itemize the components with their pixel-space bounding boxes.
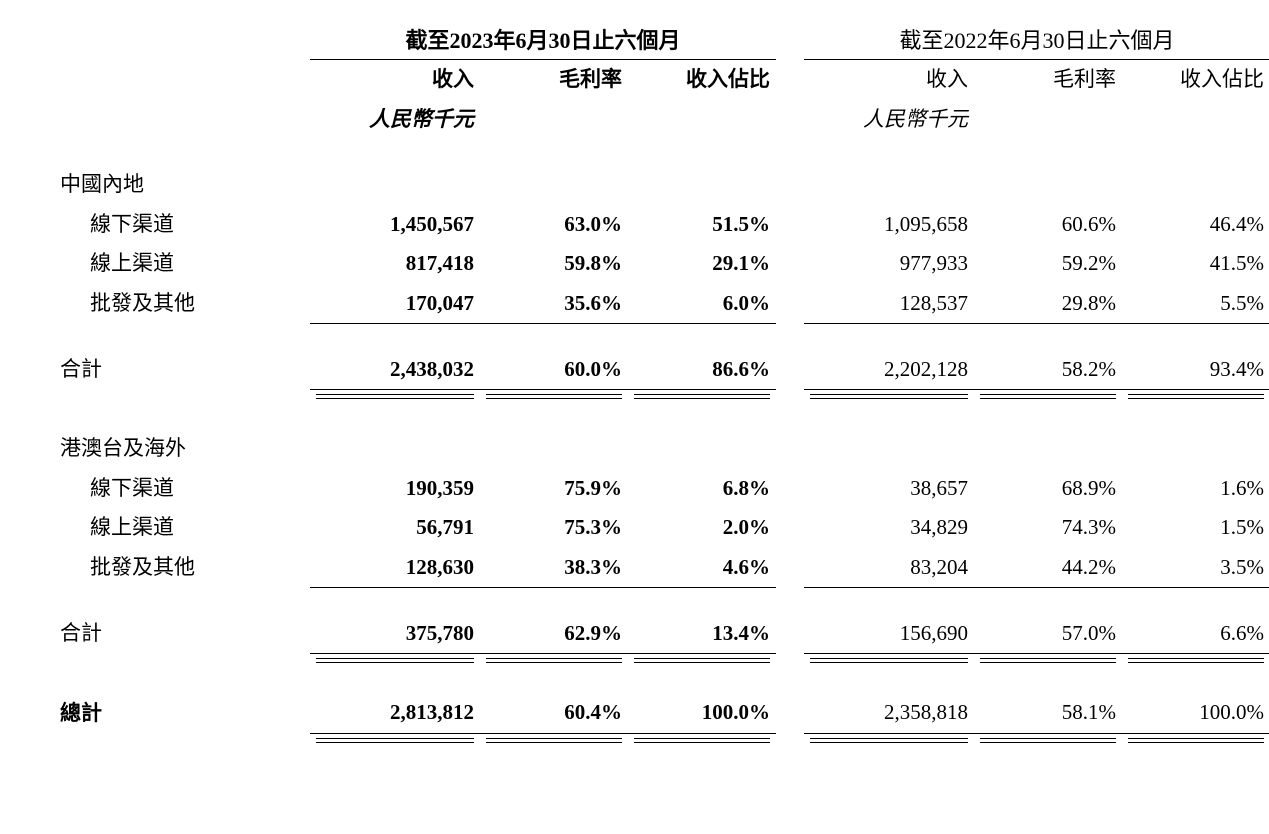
financial-table: 截至2023年6月30日止六個月 截至2022年6月30日止六個月 收入 毛利率… <box>40 20 1269 747</box>
cell: 46.4% <box>1122 205 1269 245</box>
cell: 38.3% <box>480 548 628 588</box>
cell: 2,358,818 <box>804 693 974 733</box>
col-rev-2022: 收入 <box>804 60 974 100</box>
period-header-row: 截至2023年6月30日止六個月 截至2022年6月30日止六個月 <box>40 20 1269 60</box>
col-gm-2023: 毛利率 <box>480 60 628 100</box>
cell: 60.4% <box>480 693 628 733</box>
cell: 74.3% <box>974 508 1122 548</box>
section-mainland-title: 中國內地 <box>40 165 1269 205</box>
cell: 100.0% <box>628 693 776 733</box>
col-pct-2023: 收入佔比 <box>628 60 776 100</box>
cell: 1.6% <box>1122 469 1269 509</box>
cell: 59.2% <box>974 244 1122 284</box>
double-rule <box>40 733 1269 747</box>
section-overseas-title: 港澳台及海外 <box>40 429 1269 469</box>
label: 合計 <box>40 350 310 390</box>
cell: 75.3% <box>480 508 628 548</box>
cell: 817,418 <box>310 244 480 284</box>
row-mainland-offline: 線下渠道 1,450,567 63.0% 51.5% 1,095,658 60.… <box>40 205 1269 245</box>
cell: 170,047 <box>310 284 480 324</box>
cell: 156,690 <box>804 614 974 654</box>
period-2022-header: 截至2022年6月30日止六個月 <box>804 20 1269 60</box>
cell: 2,202,128 <box>804 350 974 390</box>
row-mainland-wholesale: 批發及其他 170,047 35.6% 6.0% 128,537 29.8% 5… <box>40 284 1269 324</box>
row-mainland-online: 線上渠道 817,418 59.8% 29.1% 977,933 59.2% 4… <box>40 244 1269 284</box>
cell: 58.2% <box>974 350 1122 390</box>
column-headers-row: 收入 毛利率 收入佔比 收入 毛利率 收入佔比 <box>40 60 1269 100</box>
cell: 60.6% <box>974 205 1122 245</box>
row-overseas-subtotal: 合計 375,780 62.9% 13.4% 156,690 57.0% 6.6… <box>40 614 1269 654</box>
cell: 63.0% <box>480 205 628 245</box>
cell: 57.0% <box>974 614 1122 654</box>
label: 線下渠道 <box>40 469 310 509</box>
cell: 68.9% <box>974 469 1122 509</box>
cell: 2.0% <box>628 508 776 548</box>
label: 線上渠道 <box>40 508 310 548</box>
period-2023-header: 截至2023年6月30日止六個月 <box>310 20 776 60</box>
row-mainland-subtotal: 合計 2,438,032 60.0% 86.6% 2,202,128 58.2%… <box>40 350 1269 390</box>
label: 線上渠道 <box>40 244 310 284</box>
cell: 6.6% <box>1122 614 1269 654</box>
row-overseas-wholesale: 批發及其他 128,630 38.3% 4.6% 83,204 44.2% 3.… <box>40 548 1269 588</box>
cell: 1,450,567 <box>310 205 480 245</box>
cell: 977,933 <box>804 244 974 284</box>
cell: 5.5% <box>1122 284 1269 324</box>
label: 批發及其他 <box>40 548 310 588</box>
cell: 51.5% <box>628 205 776 245</box>
cell: 1,095,658 <box>804 205 974 245</box>
cell: 2,438,032 <box>310 350 480 390</box>
cell: 41.5% <box>1122 244 1269 284</box>
cell: 38,657 <box>804 469 974 509</box>
cell: 2,813,812 <box>310 693 480 733</box>
cell: 4.6% <box>628 548 776 588</box>
mainland-title: 中國內地 <box>40 165 310 205</box>
label: 批發及其他 <box>40 284 310 324</box>
cell: 83,204 <box>804 548 974 588</box>
unit-2022: 人民幣千元 <box>804 100 974 140</box>
cell: 35.6% <box>480 284 628 324</box>
label: 合計 <box>40 614 310 654</box>
cell: 34,829 <box>804 508 974 548</box>
cell: 75.9% <box>480 469 628 509</box>
cell: 100.0% <box>1122 693 1269 733</box>
unit-row: 人民幣千元 人民幣千元 <box>40 100 1269 140</box>
cell: 58.1% <box>974 693 1122 733</box>
double-rule <box>40 654 1269 668</box>
overseas-title: 港澳台及海外 <box>40 429 310 469</box>
cell: 3.5% <box>1122 548 1269 588</box>
cell: 128,630 <box>310 548 480 588</box>
cell: 6.0% <box>628 284 776 324</box>
label: 總計 <box>40 693 310 733</box>
cell: 29.8% <box>974 284 1122 324</box>
cell: 29.1% <box>628 244 776 284</box>
cell: 93.4% <box>1122 350 1269 390</box>
cell: 128,537 <box>804 284 974 324</box>
cell: 13.4% <box>628 614 776 654</box>
unit-2023: 人民幣千元 <box>310 100 480 140</box>
cell: 6.8% <box>628 469 776 509</box>
cell: 60.0% <box>480 350 628 390</box>
row-overseas-offline: 線下渠道 190,359 75.9% 6.8% 38,657 68.9% 1.6… <box>40 469 1269 509</box>
cell: 62.9% <box>480 614 628 654</box>
col-gm-2022: 毛利率 <box>974 60 1122 100</box>
row-grand-total: 總計 2,813,812 60.4% 100.0% 2,358,818 58.1… <box>40 693 1269 733</box>
col-pct-2022: 收入佔比 <box>1122 60 1269 100</box>
col-rev-2023: 收入 <box>310 60 480 100</box>
cell: 59.8% <box>480 244 628 284</box>
cell: 375,780 <box>310 614 480 654</box>
label: 線下渠道 <box>40 205 310 245</box>
cell: 86.6% <box>628 350 776 390</box>
cell: 1.5% <box>1122 508 1269 548</box>
row-overseas-online: 線上渠道 56,791 75.3% 2.0% 34,829 74.3% 1.5% <box>40 508 1269 548</box>
cell: 44.2% <box>974 548 1122 588</box>
double-rule <box>40 390 1269 404</box>
cell: 190,359 <box>310 469 480 509</box>
cell: 56,791 <box>310 508 480 548</box>
